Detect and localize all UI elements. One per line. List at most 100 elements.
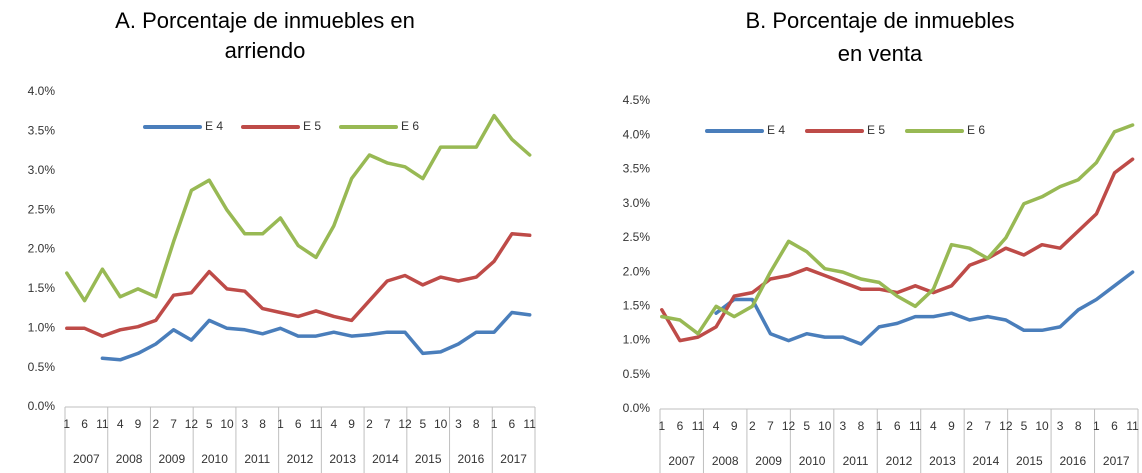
x-tick-label: 11 <box>96 417 109 431</box>
y-tick-label: 1.5% <box>28 281 56 295</box>
legend-label: E 4 <box>205 119 223 133</box>
x-tick-label: 6 <box>1111 419 1118 433</box>
x-tick-label: 6 <box>894 419 901 433</box>
x-tick-label: 9 <box>135 417 142 431</box>
year-label: 2009 <box>158 452 185 466</box>
chart-title: en venta <box>838 41 923 66</box>
year-label: 2014 <box>372 452 399 466</box>
y-tick-label: 0.5% <box>28 360 56 374</box>
x-tick-label: 3 <box>1057 419 1064 433</box>
x-tick-label: 7 <box>384 417 391 431</box>
x-tick-label: 12 <box>782 419 796 433</box>
x-tick-label: 11 <box>909 419 922 433</box>
year-label: 2013 <box>929 454 956 468</box>
year-label: 2017 <box>500 452 527 466</box>
y-tick-label: 3.5% <box>623 162 651 176</box>
chart-title: A. Porcentaje de inmuebles en <box>115 8 415 33</box>
x-tick-label: 5 <box>419 417 426 431</box>
x-tick-label: 10 <box>818 419 832 433</box>
x-tick-label: 5 <box>206 417 213 431</box>
x-tick-label: 7 <box>170 417 177 431</box>
year-label: 2015 <box>415 452 442 466</box>
chart-title: arriendo <box>225 38 306 63</box>
x-tick-label: 1 <box>658 419 665 433</box>
y-tick-label: 3.5% <box>28 124 56 138</box>
series-line <box>714 270 1135 346</box>
chart-title: B. Porcentaje de inmuebles <box>745 8 1014 33</box>
x-tick-label: 8 <box>1075 419 1082 433</box>
x-tick-label: 1 <box>277 417 284 431</box>
y-tick-label: 1.0% <box>623 333 651 347</box>
x-tick-label: 8 <box>473 417 480 431</box>
x-tick-label: 6 <box>509 417 516 431</box>
x-tick-label: 11 <box>1126 419 1139 433</box>
legend-label: E 6 <box>401 119 419 133</box>
x-tick-label: 4 <box>330 417 337 431</box>
x-tick-label: 4 <box>930 419 937 433</box>
x-tick-label: 5 <box>1021 419 1028 433</box>
year-label: 2011 <box>843 454 869 468</box>
x-tick-label: 7 <box>767 419 774 433</box>
year-label: 2012 <box>287 452 314 466</box>
x-tick-label: 3 <box>840 419 847 433</box>
year-label: 2015 <box>1016 454 1043 468</box>
x-tick-label: 11 <box>310 417 323 431</box>
x-tick-label: 9 <box>731 419 738 433</box>
year-label: 2007 <box>668 454 695 468</box>
x-tick-label: 7 <box>984 419 991 433</box>
y-tick-label: 4.0% <box>623 127 651 141</box>
year-label: 2009 <box>755 454 782 468</box>
series-line <box>660 123 1135 336</box>
y-tick-label: 3.0% <box>623 196 651 210</box>
x-tick-label: 2 <box>749 419 756 433</box>
legend-label: E 5 <box>303 119 321 133</box>
y-tick-label: 1.0% <box>28 320 56 334</box>
year-label: 2013 <box>329 452 356 466</box>
x-tick-label: 8 <box>259 417 266 431</box>
x-tick-label: 1 <box>63 417 70 431</box>
x-tick-label: 6 <box>81 417 88 431</box>
x-tick-label: 2 <box>152 417 159 431</box>
legend-label: E 4 <box>767 123 785 137</box>
x-tick-label: 2 <box>966 419 973 433</box>
x-tick-label: 1 <box>491 417 498 431</box>
x-tick-label: 3 <box>455 417 462 431</box>
series-line <box>100 310 532 362</box>
x-tick-label: 10 <box>220 417 234 431</box>
y-tick-label: 2.0% <box>28 242 56 256</box>
x-tick-label: 12 <box>185 417 199 431</box>
series-line <box>660 157 1135 343</box>
year-label: 2016 <box>458 452 485 466</box>
series-line <box>65 232 532 338</box>
x-tick-label: 4 <box>713 419 720 433</box>
y-tick-label: 3.0% <box>28 163 56 177</box>
x-tick-label: 10 <box>1035 419 1049 433</box>
x-tick-label: 8 <box>858 419 865 433</box>
x-tick-label: 6 <box>295 417 302 431</box>
y-tick-label: 2.0% <box>623 264 651 278</box>
year-label: 2011 <box>244 452 270 466</box>
year-label: 2014 <box>973 454 1000 468</box>
year-label: 2017 <box>1103 454 1130 468</box>
x-tick-label: 9 <box>348 417 355 431</box>
x-tick-label: 1 <box>1093 419 1100 433</box>
x-tick-label: 4 <box>117 417 124 431</box>
x-tick-label: 1 <box>876 419 883 433</box>
series-line <box>65 113 532 303</box>
x-tick-label: 12 <box>999 419 1013 433</box>
x-tick-label: 5 <box>803 419 810 433</box>
y-tick-label: 0.0% <box>623 401 651 415</box>
x-tick-label: 10 <box>434 417 448 431</box>
legend-label: E 5 <box>867 123 885 137</box>
legend-label: E 6 <box>967 123 985 137</box>
year-label: 2010 <box>799 454 826 468</box>
y-tick-label: 0.5% <box>623 367 651 381</box>
y-tick-label: 1.5% <box>623 299 651 313</box>
x-tick-label: 3 <box>241 417 248 431</box>
x-tick-label: 12 <box>398 417 412 431</box>
x-tick-label: 6 <box>677 419 684 433</box>
year-label: 2012 <box>886 454 913 468</box>
y-tick-label: 0.0% <box>28 399 56 413</box>
y-tick-label: 2.5% <box>28 202 56 216</box>
year-label: 2010 <box>201 452 228 466</box>
